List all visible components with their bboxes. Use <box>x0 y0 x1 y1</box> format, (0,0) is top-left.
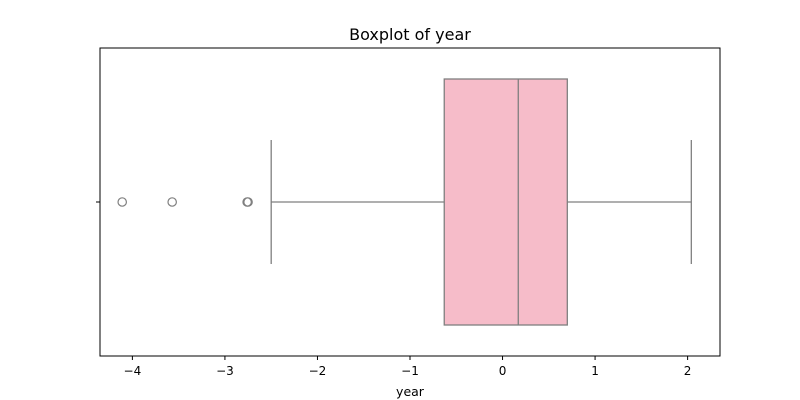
chart-title: Boxplot of year <box>349 25 471 44</box>
outlier-point <box>117 197 128 207</box>
x-tick-label: −3 <box>216 364 234 378</box>
x-tick-label: −2 <box>309 364 327 378</box>
x-tick-label: 0 <box>499 364 507 378</box>
x-tick-label: 1 <box>591 364 599 378</box>
x-tick-label: 2 <box>684 364 692 378</box>
x-tick-label: −4 <box>124 364 142 378</box>
x-axis-label: year <box>396 384 425 399</box>
outlier-point <box>167 197 177 207</box>
interquartile-box <box>443 78 568 326</box>
outlier-point <box>243 197 253 207</box>
x-tick-label: −1 <box>401 364 419 378</box>
